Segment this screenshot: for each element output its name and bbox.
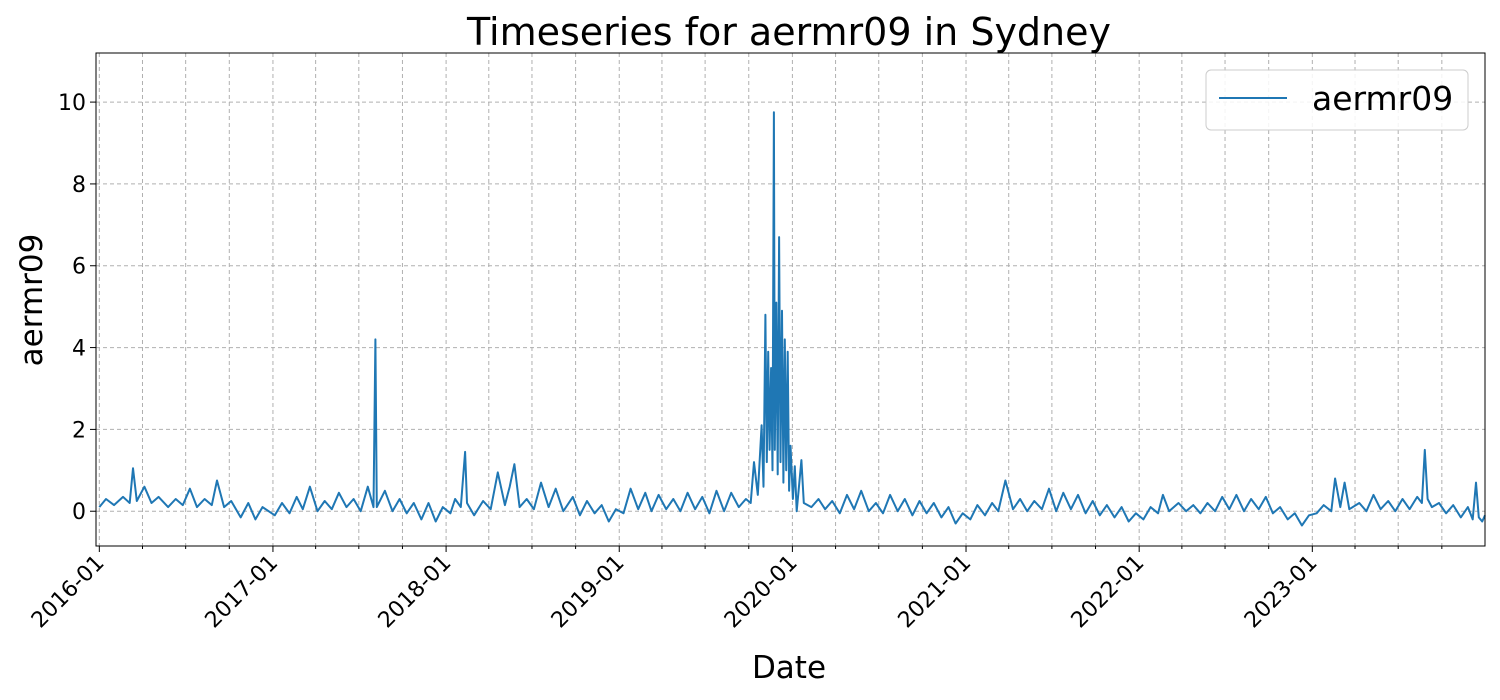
y-tick-label: 2: [72, 418, 86, 443]
y-axis: 0 2 4 6 8 10: [58, 91, 96, 525]
y-axis-label: aermr09: [14, 234, 50, 367]
y-tick-label: 6: [72, 255, 86, 280]
y-tick-label: 0: [72, 500, 86, 525]
legend: aermr09: [1205, 69, 1469, 131]
y-tick-label: 4: [72, 337, 86, 362]
x-axis-label: Date: [752, 650, 826, 686]
chart-title: Timeseries for aermr09 in Sydney: [466, 10, 1111, 54]
legend-label: aermr09: [1312, 79, 1453, 118]
grid-lines: [96, 53, 1485, 546]
series-line-aermr09: [98, 111, 1486, 527]
y-tick-label: 10: [58, 91, 86, 116]
legend-box: [1205, 69, 1469, 131]
plot-frame: [95, 52, 1486, 547]
series-layer: [98, 111, 1486, 527]
y-tick-label: 8: [72, 173, 86, 198]
